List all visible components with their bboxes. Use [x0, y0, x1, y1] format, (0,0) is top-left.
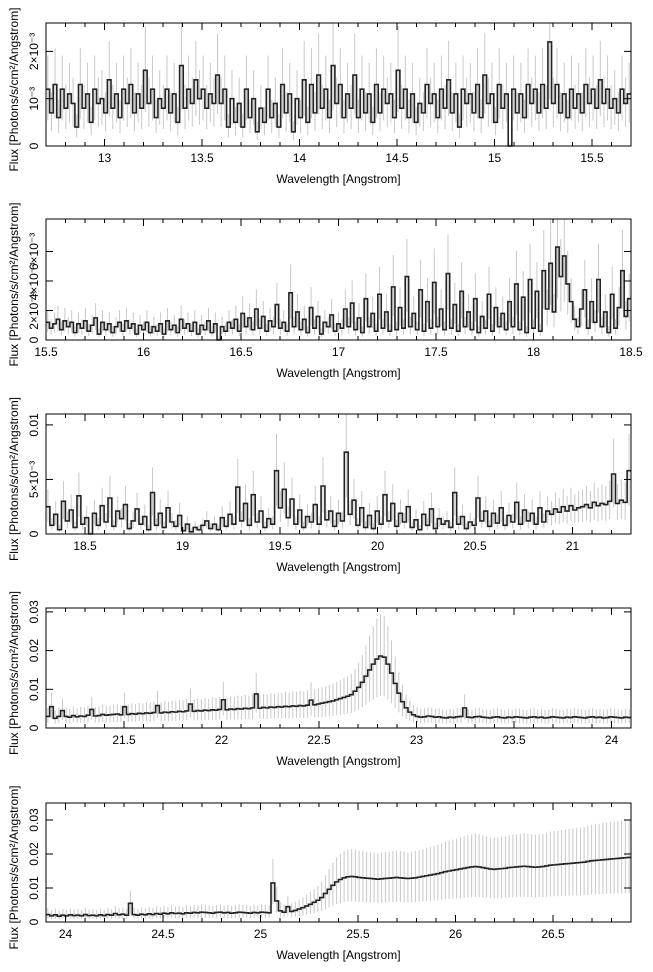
x-tick-label: 13	[98, 151, 112, 165]
panel-5: 24 24.5 25 25.5 26 26.5 0 0.01 0.02 0.03 Wavelengt…	[7, 785, 632, 962]
y-axis: 0 0.01 0.02 0.03	[27, 808, 631, 925]
x-tick-label: 13.5	[190, 151, 214, 165]
x-tick-label: 25	[254, 927, 268, 941]
y-tick-label: 0.01	[27, 677, 41, 701]
y-tick-label: 4×10⁻⁴	[27, 262, 41, 301]
x-tick-label: 26.5	[541, 927, 565, 941]
x-axis-title: Wavelength [Angstrom]	[276, 948, 400, 962]
spectrum-line	[46, 856, 631, 918]
spectrum-line	[46, 451, 631, 535]
x-axis: 18.5 19 19.5 20 20.5 21	[45, 414, 632, 553]
panel-3: 18.5 19 19.5 20 20.5 21 0 5×10⁻³ 0.01 Wavelength …	[7, 397, 632, 574]
y-axis-title: Flux [Photons/s/cm²/Angstrom]	[7, 202, 21, 366]
x-tick-label: 18.5	[619, 345, 643, 359]
x-tick-label: 23.5	[502, 733, 526, 747]
y-tick-label: 0	[27, 142, 41, 149]
x-axis: 13 13.5 14 14.5 15 15.5	[45, 23, 632, 165]
x-axis-title: Wavelength [Angstrom]	[276, 366, 400, 380]
x-tick-label: 16	[137, 345, 151, 359]
error-bars	[47, 23, 630, 146]
y-axis-title: Flux [Photons/s/cm²/Angstrom]	[7, 785, 21, 949]
x-tick-label: 26	[449, 927, 463, 941]
spectrum-line	[46, 246, 631, 341]
panel-1: 13 13.5 14 14.5 15 15.5 0 10⁻³ 2×10⁻³ Wavelength …	[7, 7, 632, 186]
y-tick-label: 10⁻³	[27, 87, 41, 111]
x-tick-label: 19	[176, 539, 190, 553]
x-tick-label: 21	[566, 539, 580, 553]
y-tick-label: 0.03	[27, 808, 41, 832]
x-axis: 21.5 22 22.5 23 23.5 24	[45, 608, 632, 747]
y-tick-label: 5×10⁻³	[27, 461, 41, 498]
spectrum-line	[46, 41, 631, 147]
x-tick-label: 23	[410, 733, 424, 747]
x-tick-label: 24.5	[151, 927, 175, 941]
x-tick-label: 21.5	[112, 733, 136, 747]
x-tick-label: 20	[371, 539, 385, 553]
x-tick-label: 18.5	[73, 539, 97, 553]
x-axis: 15.5 16 16.5 17 17.5 18 18.5	[34, 219, 643, 359]
panel-2: 15.5 16 16.5 17 17.5 18 18.5 0 2×10⁻⁴4×10⁻⁴6×10⁻…	[7, 202, 643, 380]
y-tick-label: 0.02	[27, 639, 41, 663]
y-axis: 0 2×10⁻⁴4×10⁻⁴6×10⁻³	[27, 233, 631, 343]
y-axis-title: Flux [Photons/s/cm²/Angstrom]	[7, 397, 21, 561]
x-tick-label: 18	[527, 345, 541, 359]
error-bars	[47, 614, 630, 724]
y-tick-label: 0	[27, 530, 41, 537]
error-bars	[47, 219, 630, 340]
y-tick-label: 0.03	[27, 600, 41, 624]
plot-frame	[45, 607, 632, 729]
y-tick-label: 2×10⁻⁴	[27, 291, 41, 330]
y-axis: 0 10⁻³ 2×10⁻³	[27, 33, 631, 149]
x-tick-label: 20.5	[463, 539, 487, 553]
y-tick-label: 0	[27, 724, 41, 731]
x-tick-label: 25.5	[346, 927, 370, 941]
x-axis-title: Wavelength [Angstrom]	[276, 754, 400, 768]
x-tick-label: 17	[332, 345, 346, 359]
y-tick-label: 2×10⁻³	[27, 33, 41, 70]
y-tick-label: 0.01	[27, 876, 41, 900]
y-tick-label: 0.01	[27, 413, 41, 437]
y-tick-label: 0	[27, 336, 41, 343]
panel-4: 21.5 22 22.5 23 23.5 24 0 0.01 0.02 0.03 Wavelengt…	[7, 591, 632, 768]
x-tick-label: 16.5	[229, 345, 253, 359]
x-tick-label: 15	[488, 151, 502, 165]
y-tick-label: 0.02	[27, 842, 41, 866]
x-tick-label: 19.5	[268, 539, 292, 553]
error-bars	[47, 414, 630, 534]
x-tick-label: 14.5	[385, 151, 409, 165]
x-tick-label: 15.5	[580, 151, 604, 165]
y-axis-title: Flux [Photons/s/cm²/Angstrom]	[7, 7, 21, 171]
y-tick-label: 6×10⁻³	[27, 233, 41, 270]
error-bars	[47, 819, 630, 920]
x-tick-label: 22	[215, 733, 229, 747]
x-tick-label: 14	[293, 151, 307, 165]
x-axis-title: Wavelength [Angstrom]	[276, 560, 400, 574]
y-axis: 0 5×10⁻³ 0.01	[27, 413, 631, 537]
y-axis: 0 0.01 0.02 0.03	[27, 600, 631, 731]
y-tick-label: 0	[27, 918, 41, 925]
x-axis: 24 24.5 25 25.5 26 26.5	[45, 803, 632, 941]
x-tick-label: 24	[59, 927, 73, 941]
x-tick-label: 24	[605, 733, 619, 747]
x-tick-label: 22.5	[307, 733, 331, 747]
y-axis-title: Flux [Photons/s/cm²/Angstrom]	[7, 591, 21, 755]
x-tick-label: 17.5	[424, 345, 448, 359]
x-axis-title: Wavelength [Angstrom]	[276, 172, 400, 186]
spectrum-line	[46, 655, 631, 720]
x-tick-label: 15.5	[34, 345, 58, 359]
